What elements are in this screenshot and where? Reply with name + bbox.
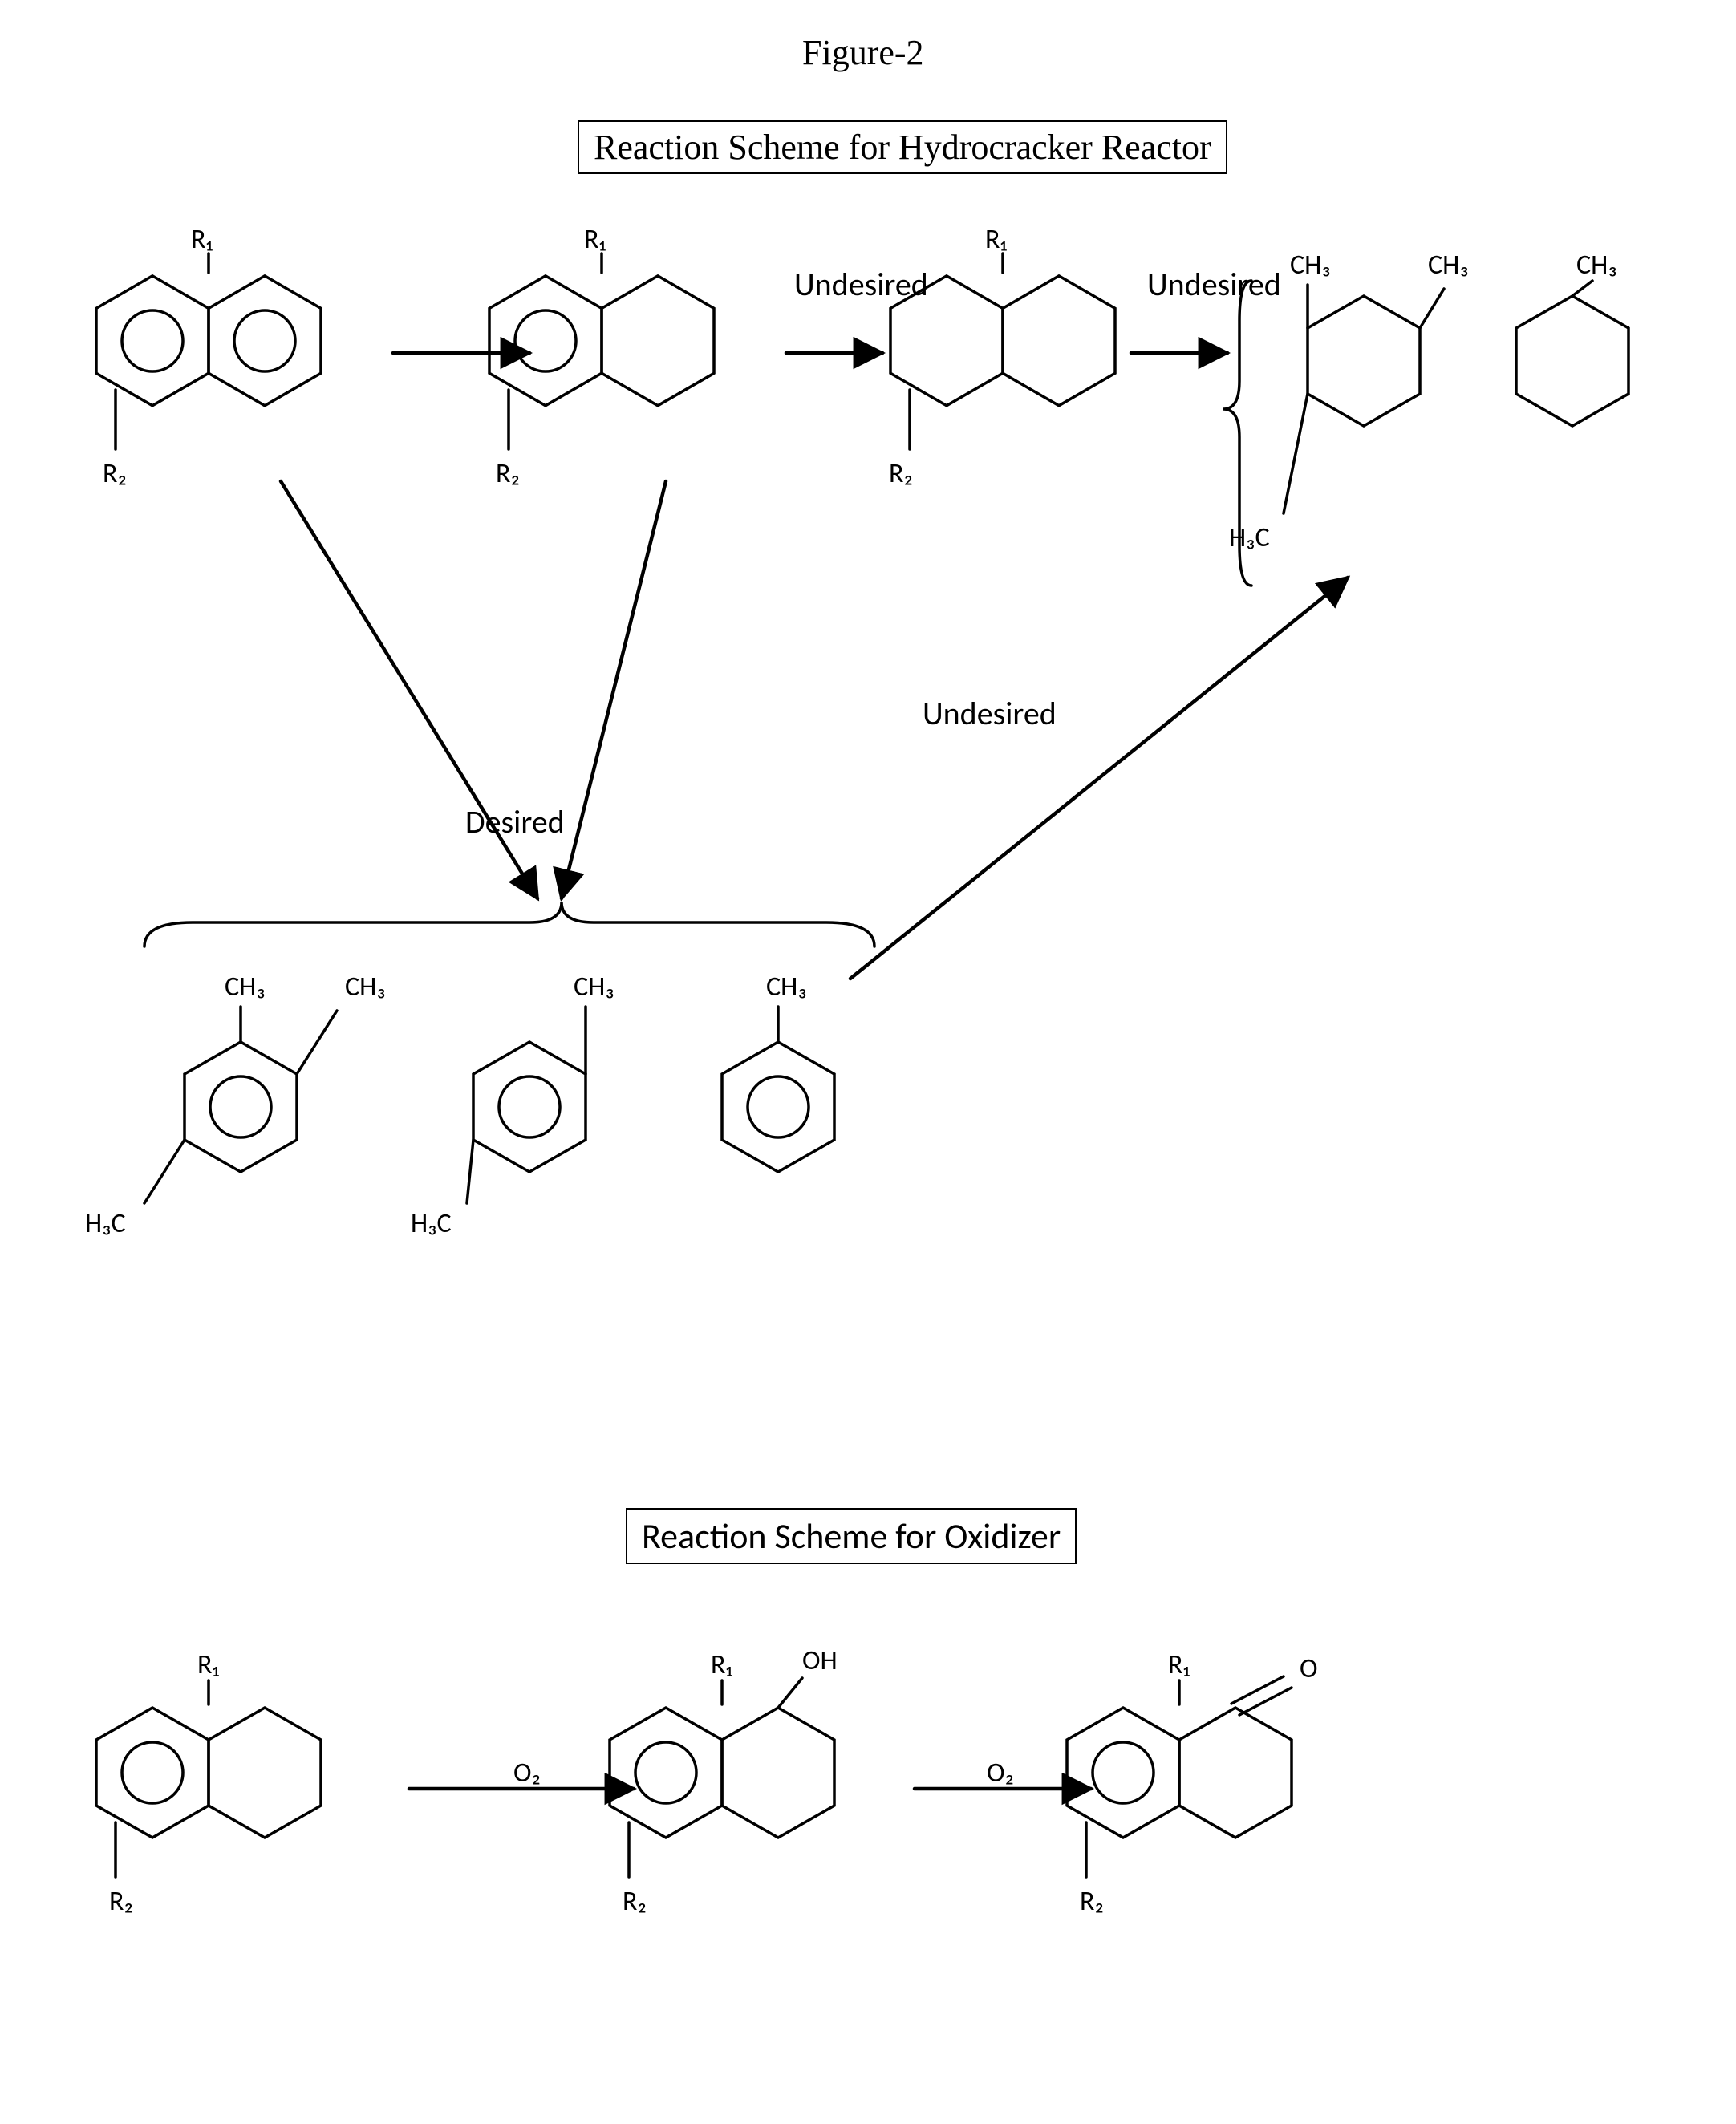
r2-ox3: R₂ [1080, 1885, 1104, 1918]
undesired-label-2: Undesired [1147, 265, 1281, 304]
r1-ox1: R₁ [197, 1648, 219, 1681]
oh-ox2: OH [802, 1644, 838, 1677]
r2-ox2: R₂ [623, 1885, 647, 1918]
diagram-svg [0, 0, 1736, 2124]
desired-label: Desired [465, 802, 565, 841]
r1-naphthalene: R₁ [191, 223, 213, 256]
r1-ox3: R₁ [1168, 1648, 1190, 1681]
r1-ox2: R₁ [711, 1648, 732, 1681]
ch3-cyclo1b: CH₃ [1428, 249, 1469, 282]
o2-label-1: O₂ [513, 1757, 541, 1790]
h3c-tmb: H₃C [85, 1207, 126, 1240]
r2-ox1: R₂ [109, 1885, 133, 1918]
r2-decalin: R₂ [889, 457, 913, 490]
title-hydrocracker: Reaction Scheme for Hydrocracker Reactor [578, 120, 1227, 174]
r1-decalin: R₁ [985, 223, 1007, 256]
ch3-tol: CH₃ [766, 971, 807, 1003]
h3c-cyclo1: H₃C [1229, 521, 1270, 554]
title-oxidizer: Reaction Scheme for Oxidizer [626, 1508, 1077, 1564]
r1-tetralin: R₁ [584, 223, 606, 256]
ch3-cyclo1a: CH₃ [1290, 249, 1331, 282]
figure-title: Figure-2 [802, 32, 924, 73]
ch3-tmb-2: CH₃ [345, 971, 386, 1003]
h3c-xyl: H₃C [411, 1207, 452, 1240]
r2-tetralin: R₂ [496, 457, 520, 490]
undesired-label-1: Undesired [794, 265, 928, 304]
undesired-label-3: Undesired [923, 694, 1057, 733]
ch3-xyl: CH₃ [574, 971, 614, 1003]
r2-naphthalene: R₂ [103, 457, 127, 490]
o2-label-2: O₂ [987, 1757, 1014, 1790]
ch3-cyclo2: CH₃ [1576, 249, 1617, 282]
ch3-tmb-1: CH₃ [225, 971, 266, 1003]
o-ox3: O [1300, 1652, 1318, 1685]
